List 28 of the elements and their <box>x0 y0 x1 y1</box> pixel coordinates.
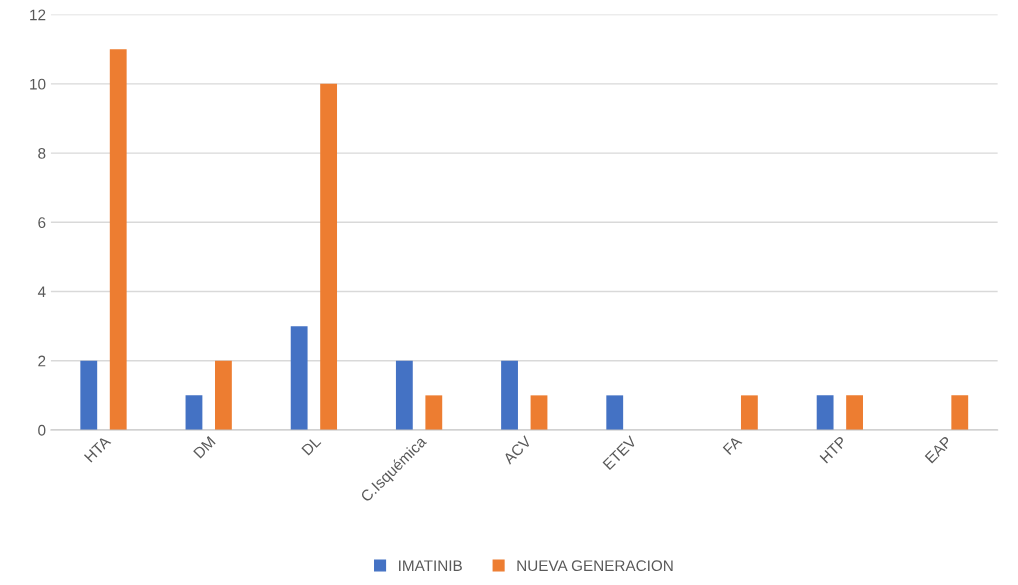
bar <box>80 360 98 430</box>
y-tick-label: 4 <box>37 286 46 298</box>
bar <box>185 395 203 430</box>
bar <box>290 326 308 430</box>
y-tick-label: 10 <box>30 78 46 90</box>
y-tick-label: 12 <box>30 9 46 21</box>
bar <box>846 395 863 430</box>
bar <box>501 360 518 430</box>
bar <box>530 395 548 430</box>
bar <box>320 83 338 430</box>
bar <box>215 360 232 430</box>
y-tick-label: 0 <box>38 424 46 436</box>
bar <box>425 395 443 430</box>
y-tick-label: 6 <box>38 217 46 228</box>
bar <box>395 360 413 430</box>
x-tick-label: HTA <box>83 435 112 463</box>
bar <box>951 395 969 430</box>
bar <box>109 49 127 430</box>
x-tick-label: FA <box>722 435 743 455</box>
bar <box>816 395 834 430</box>
legend-label: NUEVA GENERACION <box>517 560 673 572</box>
y-tick-label: 2 <box>38 355 46 367</box>
bar <box>740 395 758 430</box>
x-tick-label: DL <box>301 435 322 456</box>
x-tick-label: DM <box>193 436 216 459</box>
bar <box>606 395 624 430</box>
legend-label: IMATINIB <box>399 560 462 571</box>
y-tick-label: 8 <box>38 147 46 159</box>
